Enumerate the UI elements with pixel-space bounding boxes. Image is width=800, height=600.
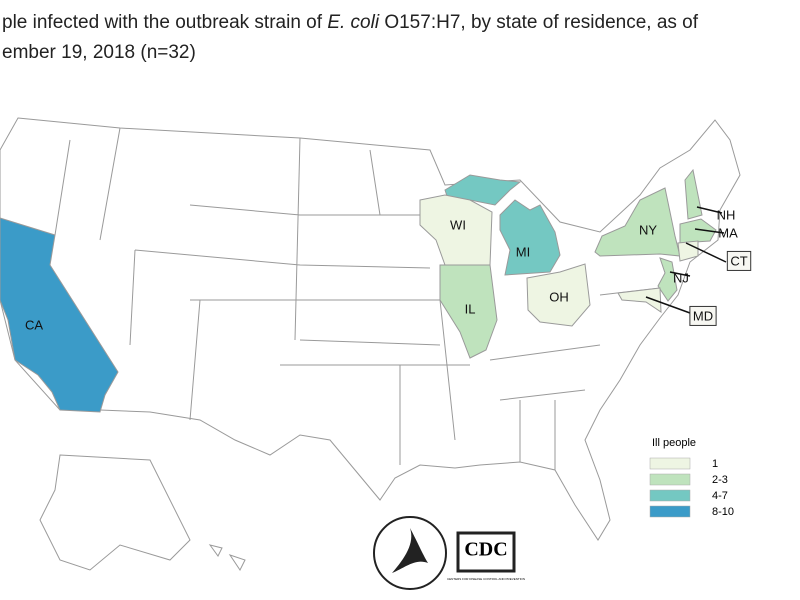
leader-line (669, 271, 691, 277)
cdc-mark: CDC (464, 539, 507, 561)
legend-label: 2-3 (712, 474, 728, 486)
state-label: NJ (673, 270, 689, 285)
legend-label: 4-7 (712, 490, 728, 502)
title-text: O157:H7, by state of residence, as of (379, 12, 699, 33)
hhs-eagle (392, 528, 428, 573)
state-shape (526, 263, 591, 327)
label-box (726, 250, 752, 271)
alaska (39, 454, 191, 571)
state-label: MD (693, 308, 713, 323)
cdc-logo: CDC CENTERS FOR DISEASE CONTROL AND PREV… (447, 531, 525, 581)
hawaii (208, 544, 246, 571)
state-shape (594, 187, 681, 257)
state-label: CT (730, 253, 747, 268)
title-text: E. coli (327, 12, 380, 33)
state-shape (617, 287, 662, 313)
state-shape (0, 217, 119, 413)
state-label: NH (717, 207, 736, 222)
state-label: CA (25, 317, 43, 332)
state-lines (54, 127, 661, 470)
leader-line (696, 206, 723, 214)
hhs-logo (373, 516, 447, 590)
state-label: MI (516, 244, 530, 259)
legend-swatch (649, 489, 691, 502)
label-box (689, 305, 717, 326)
cdc-subtitle: CENTERS FOR DISEASE CONTROL AND PREVENTI… (447, 577, 525, 581)
state-label: NY (639, 222, 657, 237)
map-title: ple infected with the outbreak strain of… (2, 8, 798, 68)
title-text: ember 19, 2018 (n=32) (2, 42, 196, 63)
state-label: IL (465, 301, 476, 316)
cdc-box (456, 531, 516, 573)
state-shape (657, 257, 678, 302)
us-base (0, 117, 741, 571)
state-shape (679, 218, 717, 244)
state-label: MA (718, 225, 738, 240)
title-line: ple infected with the outbreak strain of… (2, 8, 798, 38)
title-text: ple infected with the outbreak strain of (2, 12, 328, 33)
leader-line (685, 242, 727, 263)
leader-line (645, 296, 691, 314)
legend-swatch (649, 457, 691, 470)
legend-title: Ill people (652, 437, 696, 449)
state-label: OH (549, 289, 569, 304)
title-line: ember 19, 2018 (n=32) (2, 38, 798, 68)
hhs-ring (373, 516, 447, 590)
state-label: WI (450, 217, 466, 232)
leader-line (694, 228, 725, 234)
legend: Ill people 1 2-3 4-7 8-10 (649, 437, 734, 518)
highlighted-states: CA MI WI IL OH NY NH MA CT NJ MD (0, 168, 752, 413)
legend-swatch (649, 505, 691, 518)
state-shape (439, 264, 498, 359)
legend-label: 8-10 (712, 506, 734, 518)
legend-swatch (649, 473, 691, 486)
legend-label: 1 (712, 458, 718, 470)
